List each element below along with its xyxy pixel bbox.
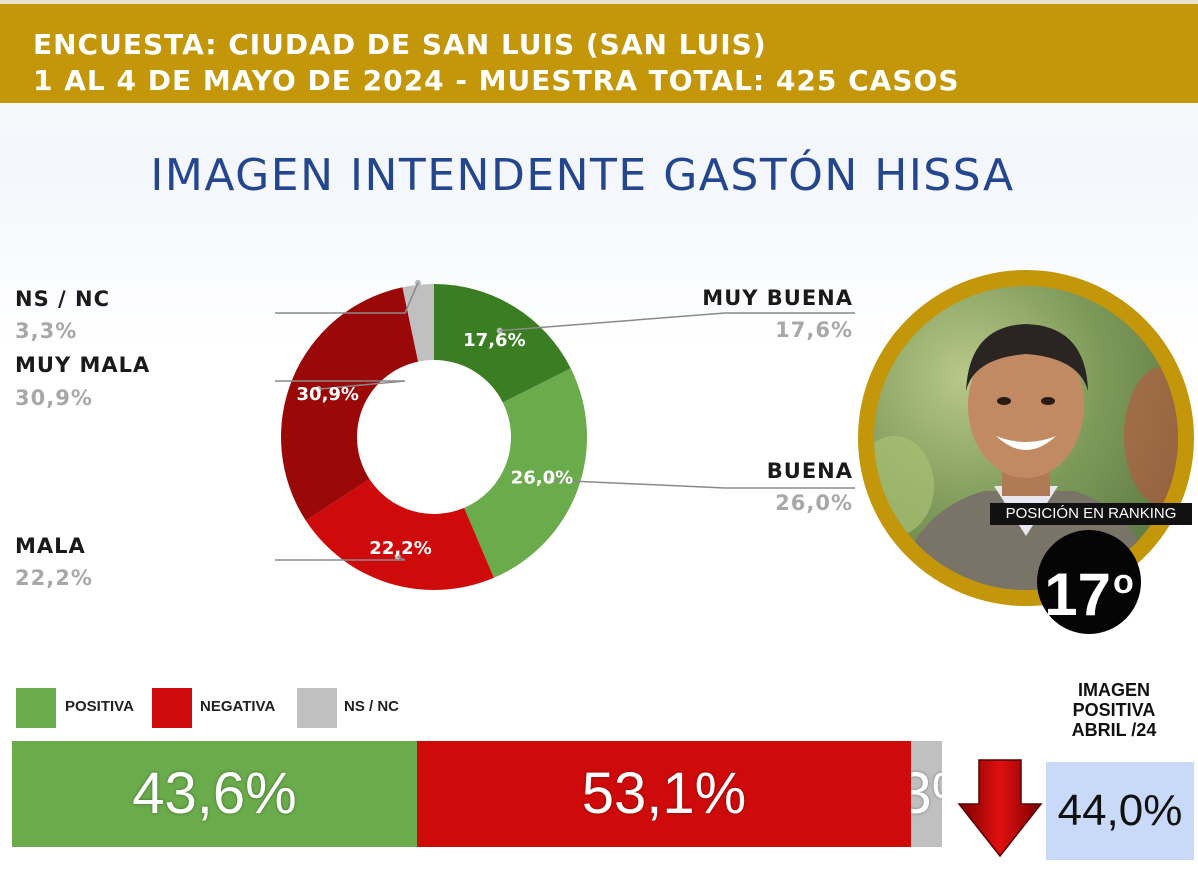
label-muy-buena-name: MUY BUENA (702, 286, 853, 310)
label-muy-mala-value: 30,9% (15, 386, 93, 410)
slice-label-muy-mala: 30,9% (297, 384, 359, 405)
chart-title: IMAGEN INTENDENTE GASTÓN HISSA (150, 150, 1015, 201)
donut-slice-buena (464, 368, 587, 578)
legend-label-nsnc: NS / NC (344, 698, 400, 715)
bar-label-nsnc: 3,3% (911, 761, 942, 826)
header-banner: ENCUESTA: CIUDAD DE SAN LUIS (SAN LUIS) … (0, 0, 1198, 103)
label-mala-name: MALA (15, 534, 86, 558)
survey-title: ENCUESTA: CIUDAD DE SAN LUIS (SAN LUIS) (33, 28, 767, 61)
ranking-number: 17 (1044, 561, 1111, 628)
donut-slice-muy-buena (434, 284, 571, 403)
legend-swatch-negativa (152, 688, 192, 728)
portrait-photo (874, 286, 1178, 590)
down-arrow-icon (957, 759, 1043, 858)
ranking-badge: 17o (1037, 530, 1141, 634)
donut-slice-nsnc (402, 284, 434, 362)
bar-label-negativa: 53,1% (581, 761, 747, 826)
previous-title: IMAGEN POSITIVA ABRIL /24 (1040, 680, 1188, 740)
slice-label-mala: 22,2% (369, 538, 431, 559)
ranking-label: POSICIÓN EN RANKING (990, 503, 1192, 525)
previous-title-line-2: POSITIVA (1072, 700, 1156, 720)
bar-segment-negativa: 53,1% (417, 741, 911, 847)
legend-label-positiva: POSITIVA (65, 698, 134, 715)
slice-label-buena: 26,0% (511, 468, 573, 489)
survey-details: 1 AL 4 DE MAYO DE 2024 - MUESTRA TOTAL: … (33, 64, 960, 97)
label-nsnc-value: 3,3% (15, 319, 78, 343)
ranking-suffix: o (1112, 563, 1134, 601)
leader-line-buena (551, 479, 855, 489)
legend-swatch-positiva (16, 688, 56, 728)
donut-slice-mala (305, 479, 494, 590)
label-nsnc-name: NS / NC (15, 287, 110, 311)
portrait-frame (858, 270, 1194, 606)
person-silhouette-icon (874, 324, 1178, 590)
donut-slice-muy-mala (281, 287, 419, 521)
previous-value-box: 44,0% (1046, 762, 1194, 860)
label-buena-name: BUENA (766, 459, 853, 483)
stacked-bar: 43,6% 53,1% 3,3% (12, 741, 942, 847)
label-muy-buena-value: 17,6% (775, 318, 853, 342)
bar-label-positiva: 43,6% (132, 761, 297, 826)
leader-line-muy-mala (275, 380, 406, 390)
slice-label-muy-buena: 17,6% (463, 330, 525, 351)
previous-title-line-3: ABRIL /24 (1071, 720, 1157, 740)
label-buena-value: 26,0% (775, 491, 853, 515)
bar-segment-positiva: 43,6% (12, 741, 417, 847)
label-mala-value: 22,2% (15, 566, 93, 590)
leader-line-muy-buena (499, 312, 855, 332)
bar-segment-nsnc: 3,3% (911, 741, 942, 847)
legend-swatch-nsnc (297, 688, 337, 728)
leader-line-nsnc (275, 282, 419, 314)
label-muy-mala-name: MUY MALA (15, 353, 151, 377)
legend-label-negativa: NEGATIVA (200, 698, 276, 715)
previous-title-line-1: IMAGEN (1078, 680, 1150, 700)
leader-line-mala (275, 555, 406, 561)
legend: POSITIVA NEGATIVA NS / NC (0, 688, 520, 728)
